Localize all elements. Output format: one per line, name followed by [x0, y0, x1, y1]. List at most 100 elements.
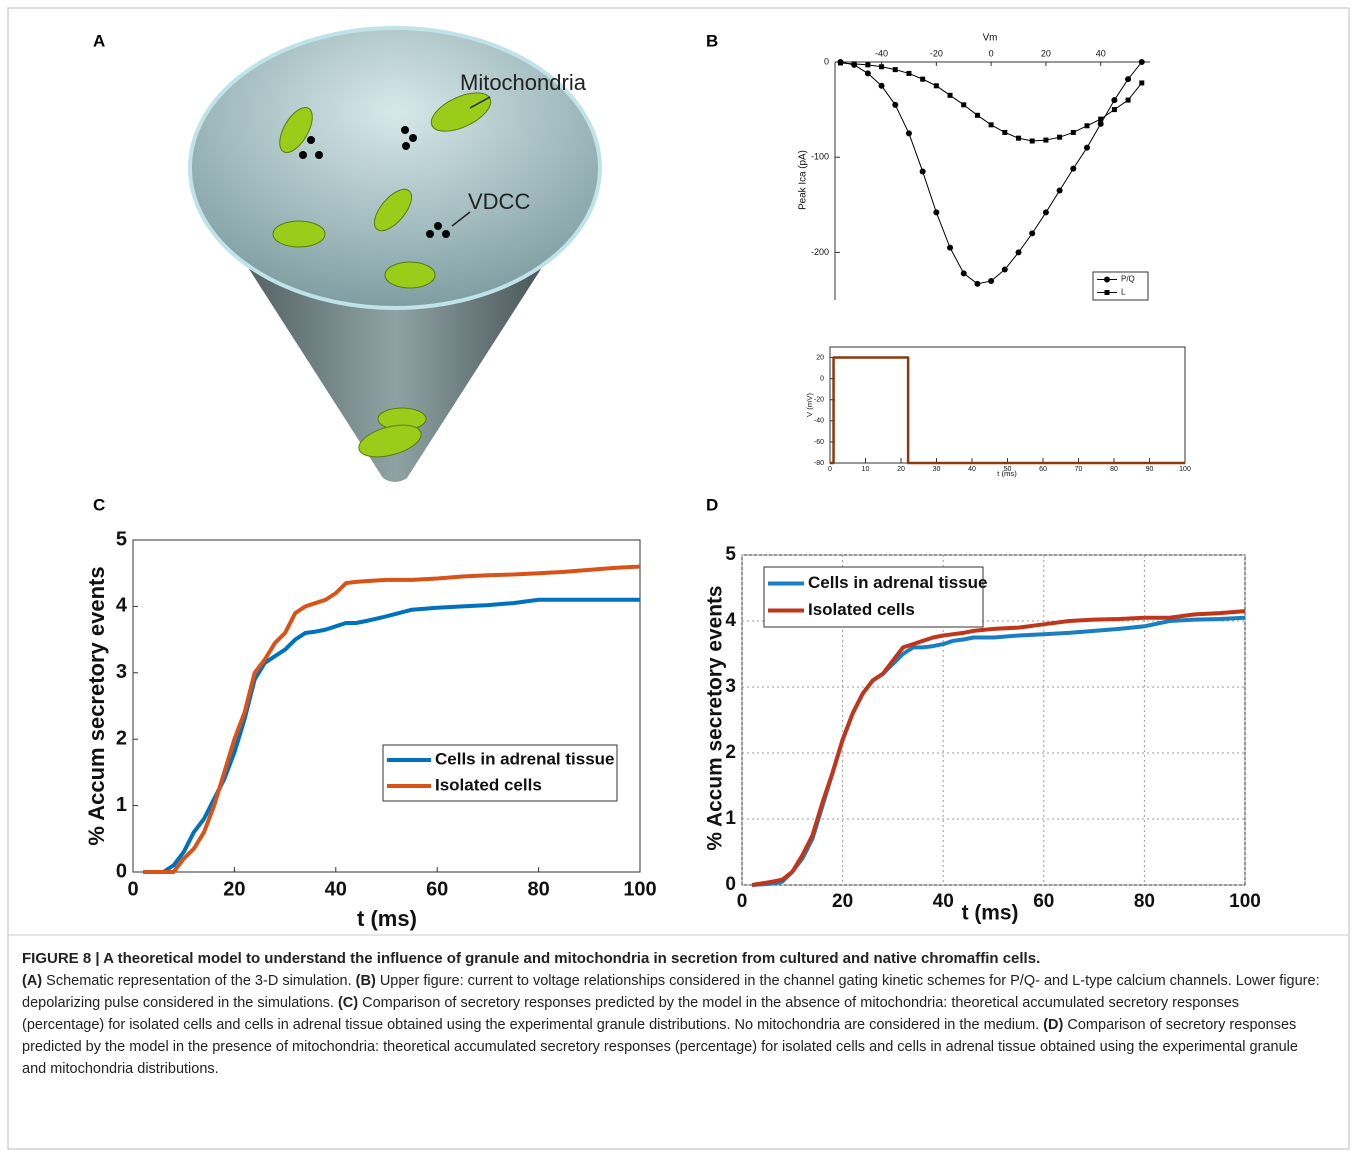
caption-body: (A) Schematic representation of the 3-D … [22, 970, 1322, 1080]
caption-part-text: Upper figure: current to voltage relatio… [22, 973, 1320, 1011]
point [1042, 209, 1049, 216]
point [1056, 187, 1063, 194]
caption-part-label: (B) [355, 973, 376, 989]
x-tick-label: 30 [933, 466, 941, 473]
point [1057, 134, 1063, 140]
point [1029, 138, 1035, 144]
chart: 0 20 40 60 80 100 0 1 2 3 4 5 t (ms) % Accum secretor… [84, 528, 657, 931]
x-tick-label: 80 [527, 878, 549, 900]
point [1029, 230, 1036, 237]
x-tick-label: 0 [828, 466, 832, 473]
x-tick-label: 100 [1229, 891, 1261, 912]
caption-part-label: (C) [337, 995, 359, 1011]
point [906, 70, 912, 76]
diagram-label: VDCC [468, 189, 530, 214]
y-tick-label: 1 [725, 808, 736, 829]
x-tick-label: 0 [737, 891, 748, 912]
y-tick-label: -20 [814, 397, 824, 404]
point [1016, 135, 1022, 141]
y-tick-label: 0 [116, 860, 127, 882]
x-tick-label: 80 [1110, 466, 1118, 473]
x-tick-label: 40 [933, 891, 954, 912]
caption-part-text: Schematic representation of the 3-D simu… [42, 973, 356, 989]
cone-diagram: Mitochondria VDCC [188, 26, 602, 482]
x-tick-label: 60 [1039, 466, 1047, 473]
legend-label: L [1121, 288, 1126, 297]
y-tick-label: 3 [116, 661, 127, 683]
x-tick-label: 60 [426, 878, 448, 900]
point [1043, 137, 1049, 143]
x-tick-label: 70 [1075, 466, 1083, 473]
legend-box [382, 744, 618, 802]
y-tick-label: -200 [811, 247, 829, 257]
point [905, 130, 912, 137]
point [851, 61, 857, 67]
y-tick-label: 2 [725, 742, 736, 763]
series-line [143, 564, 641, 874]
point [947, 92, 953, 98]
point [1111, 107, 1117, 113]
point [974, 280, 981, 287]
point [947, 244, 954, 251]
panel-label: B [706, 31, 718, 50]
x-axis-label: Vm [983, 33, 998, 44]
point [933, 209, 940, 216]
x-tick-label: 90 [1146, 466, 1154, 473]
x-tick-label: 10 [862, 466, 870, 473]
caption-part-label: (A) [22, 973, 43, 989]
legend-box [1092, 271, 1149, 301]
legend-label: P/Q [1121, 275, 1135, 284]
y-tick-label: 0 [824, 56, 829, 66]
y-axis-label: Peak Ica (pA) [798, 150, 809, 210]
caption: FIGURE 8 | A theoretical model to unders… [22, 948, 1322, 1080]
point [865, 62, 871, 68]
legend-label: Isolated cells [435, 775, 542, 794]
point [864, 70, 871, 77]
point [878, 82, 885, 89]
panel-label: A [93, 31, 105, 50]
x-tick-label: -20 [930, 48, 943, 58]
point [1098, 116, 1104, 122]
point [1084, 144, 1090, 151]
chart: 0 20 40 60 80 100 0 1 2 3 4 5 t (ms) % Accum secretor… [704, 544, 1261, 925]
point [933, 83, 939, 89]
x-tick-label: 20 [897, 466, 905, 473]
y-tick-label: -100 [811, 152, 829, 162]
y-axis-label: % Accum secretory events [84, 566, 109, 845]
point [892, 67, 898, 73]
point [1002, 129, 1008, 135]
legend-marker [1104, 276, 1110, 283]
point [1125, 76, 1132, 83]
chart: 0 10 20 30 40 50 60 70 80 90 100 -80 -60 -40 -20 0 20 t (… [805, 346, 1191, 478]
point [1070, 165, 1077, 172]
x-tick-label: 60 [1033, 891, 1054, 912]
x-tick-label: 40 [1096, 48, 1106, 58]
point [879, 64, 885, 70]
point [974, 112, 980, 118]
x-tick-label: 80 [1134, 891, 1155, 912]
y-tick-label: -60 [814, 439, 824, 446]
y-tick-label: 4 [725, 610, 736, 631]
y-tick-label: 20 [816, 354, 824, 361]
y-tick-label: 0 [725, 874, 736, 895]
point [1070, 129, 1076, 135]
legend-marker [1104, 290, 1110, 295]
point [919, 168, 926, 175]
plot-frame [829, 346, 1186, 464]
y-axis-label: % Accum secretory events [704, 585, 727, 850]
point [960, 270, 967, 277]
y-tick-label: -40 [814, 418, 824, 425]
y-tick-label: 1 [116, 794, 127, 816]
point [1097, 120, 1104, 127]
point [1125, 97, 1131, 103]
x-tick-label: 20 [1041, 48, 1051, 58]
plot-frame [132, 539, 641, 873]
point [988, 122, 994, 128]
x-tick-label: -40 [875, 48, 888, 58]
y-tick-label: -80 [814, 460, 824, 467]
series-line [751, 609, 1246, 887]
y-tick-label: 2 [116, 727, 127, 749]
point [892, 101, 899, 108]
